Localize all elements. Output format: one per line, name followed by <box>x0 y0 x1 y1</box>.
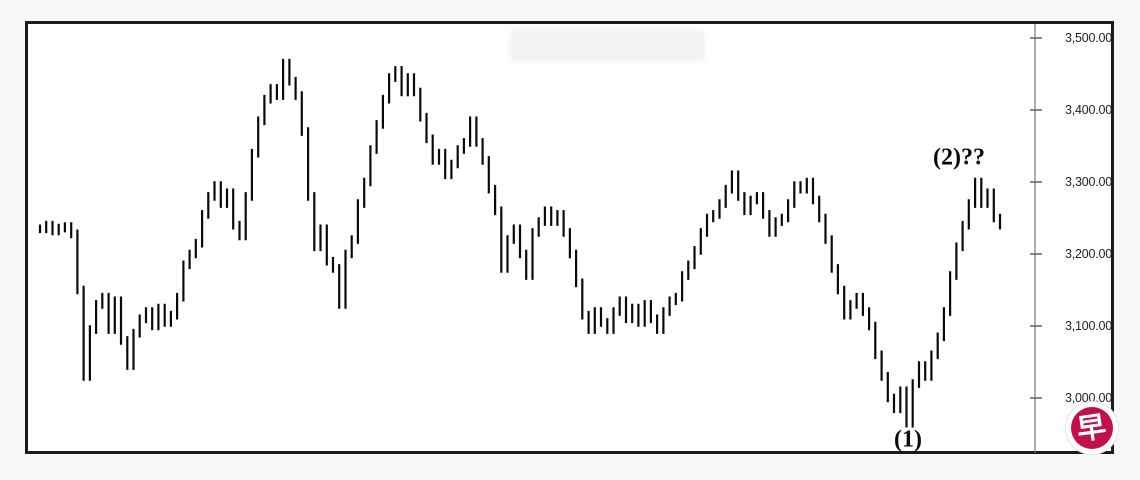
wave-annotation: (2)?? <box>933 144 985 171</box>
zaobao-logo-glyph: 早 <box>1075 408 1109 447</box>
price-bars <box>38 58 1002 428</box>
y-axis-tick-label: 3,500.00 <box>1064 31 1112 45</box>
y-axis-tick-label: 3,100.00 <box>1064 319 1112 333</box>
faded-watermark <box>510 30 705 62</box>
y-axis-tick-label: 3,200.00 <box>1064 247 1112 261</box>
y-axis-tick-label: 3,400.00 <box>1064 103 1112 117</box>
wave-annotation: (1) <box>894 426 922 453</box>
y-axis-tick-label: 3,300.00 <box>1064 175 1112 189</box>
zaobao-logo: 早 <box>1071 407 1113 449</box>
y-axis-tick-label: 3,000.00 <box>1064 391 1112 405</box>
